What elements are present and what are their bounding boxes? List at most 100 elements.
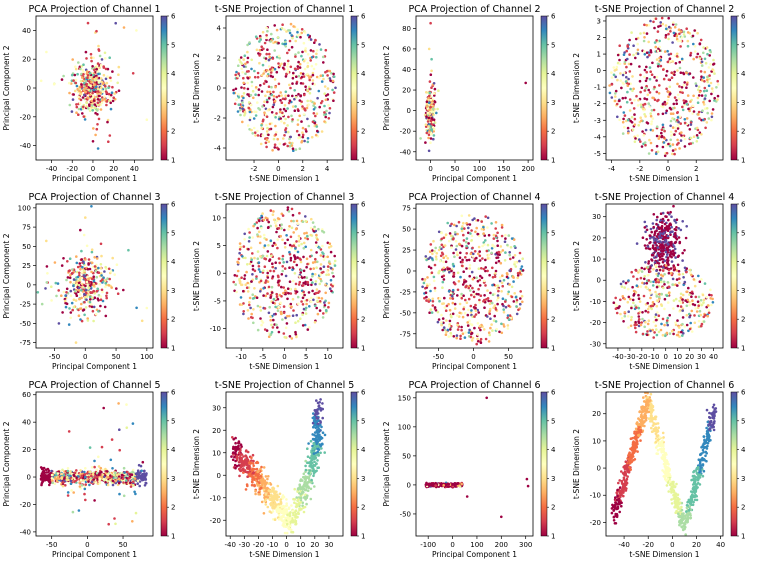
data-point — [469, 304, 473, 308]
data-point — [312, 298, 315, 302]
data-point — [93, 296, 97, 300]
data-point — [671, 143, 675, 146]
data-point — [276, 274, 280, 278]
data-point — [275, 295, 279, 299]
data-point — [238, 251, 241, 255]
data-point — [253, 269, 257, 273]
data-point — [304, 280, 307, 284]
data-point — [512, 276, 515, 279]
data-point — [262, 269, 265, 273]
data-point — [674, 62, 678, 65]
data-point — [86, 267, 90, 271]
x-axis-label: t-SNE Dimension 1 — [249, 362, 319, 371]
data-point — [625, 100, 629, 104]
data-point — [274, 305, 277, 309]
data-point — [237, 72, 240, 75]
data-point — [245, 270, 248, 274]
data-point — [247, 227, 250, 231]
y-tick-label: 25 — [22, 262, 31, 270]
data-point — [661, 102, 665, 106]
data-point — [286, 130, 290, 134]
data-point — [663, 323, 666, 327]
data-point — [427, 298, 431, 301]
data-point — [280, 223, 283, 226]
data-point — [243, 114, 246, 117]
data-point — [258, 61, 261, 65]
data-point — [431, 107, 435, 110]
data-point — [328, 69, 332, 73]
data-point — [328, 242, 332, 245]
data-point — [428, 283, 431, 286]
data-point — [662, 231, 666, 235]
data-point — [473, 315, 476, 318]
data-point — [261, 119, 265, 123]
data-point — [323, 85, 327, 88]
data-point — [486, 243, 490, 247]
data-point — [247, 240, 251, 243]
data-point — [299, 317, 302, 321]
data-point — [477, 267, 481, 271]
data-point — [84, 258, 87, 261]
data-point — [456, 288, 460, 292]
data-point — [57, 289, 60, 292]
data-point — [702, 118, 705, 122]
data-point — [678, 326, 681, 329]
data-point — [93, 465, 96, 469]
data-point — [642, 134, 646, 137]
data-point — [280, 285, 283, 289]
y-tick-label: -20 — [590, 319, 601, 327]
data-point — [100, 86, 103, 89]
data-point — [90, 248, 94, 251]
data-point — [314, 291, 318, 295]
data-point — [465, 258, 469, 262]
data-point — [85, 295, 89, 298]
data-point — [308, 78, 312, 82]
data-point — [681, 272, 685, 276]
data-point — [246, 56, 250, 60]
data-point — [661, 123, 665, 127]
data-point — [265, 34, 268, 37]
data-point — [700, 322, 704, 326]
data-point — [673, 96, 677, 99]
data-point — [507, 304, 511, 308]
data-point — [305, 302, 308, 306]
data-point — [630, 270, 633, 274]
data-point — [652, 280, 655, 284]
data-point — [634, 37, 638, 41]
data-point — [303, 67, 307, 71]
data-point — [486, 226, 489, 229]
data-point — [716, 94, 720, 98]
data-point — [246, 43, 249, 47]
data-point — [315, 55, 318, 59]
data-point — [322, 61, 325, 64]
y-tick-label: -4 — [594, 133, 602, 141]
data-point — [694, 307, 697, 310]
data-point — [704, 61, 708, 65]
data-point — [96, 287, 99, 291]
data-point — [302, 269, 306, 273]
data-point — [463, 227, 466, 230]
data-point — [477, 287, 480, 291]
data-point — [658, 45, 661, 49]
data-point — [650, 307, 653, 311]
data-point — [468, 328, 471, 332]
data-point — [610, 71, 613, 74]
data-point — [663, 100, 667, 104]
data-point — [680, 330, 683, 334]
data-point — [623, 60, 627, 64]
data-point — [283, 335, 287, 339]
data-point — [91, 104, 94, 107]
data-point — [88, 300, 92, 304]
data-point — [519, 290, 522, 293]
data-point — [427, 133, 431, 136]
data-point — [460, 328, 463, 332]
data-point — [669, 233, 672, 236]
data-point — [429, 73, 433, 76]
x-tick-label: 50 — [504, 353, 513, 361]
data-point — [670, 242, 673, 245]
data-point — [303, 323, 307, 327]
data-point — [304, 282, 307, 286]
data-point — [241, 71, 244, 74]
data-point — [648, 138, 651, 142]
data-point — [106, 67, 110, 71]
